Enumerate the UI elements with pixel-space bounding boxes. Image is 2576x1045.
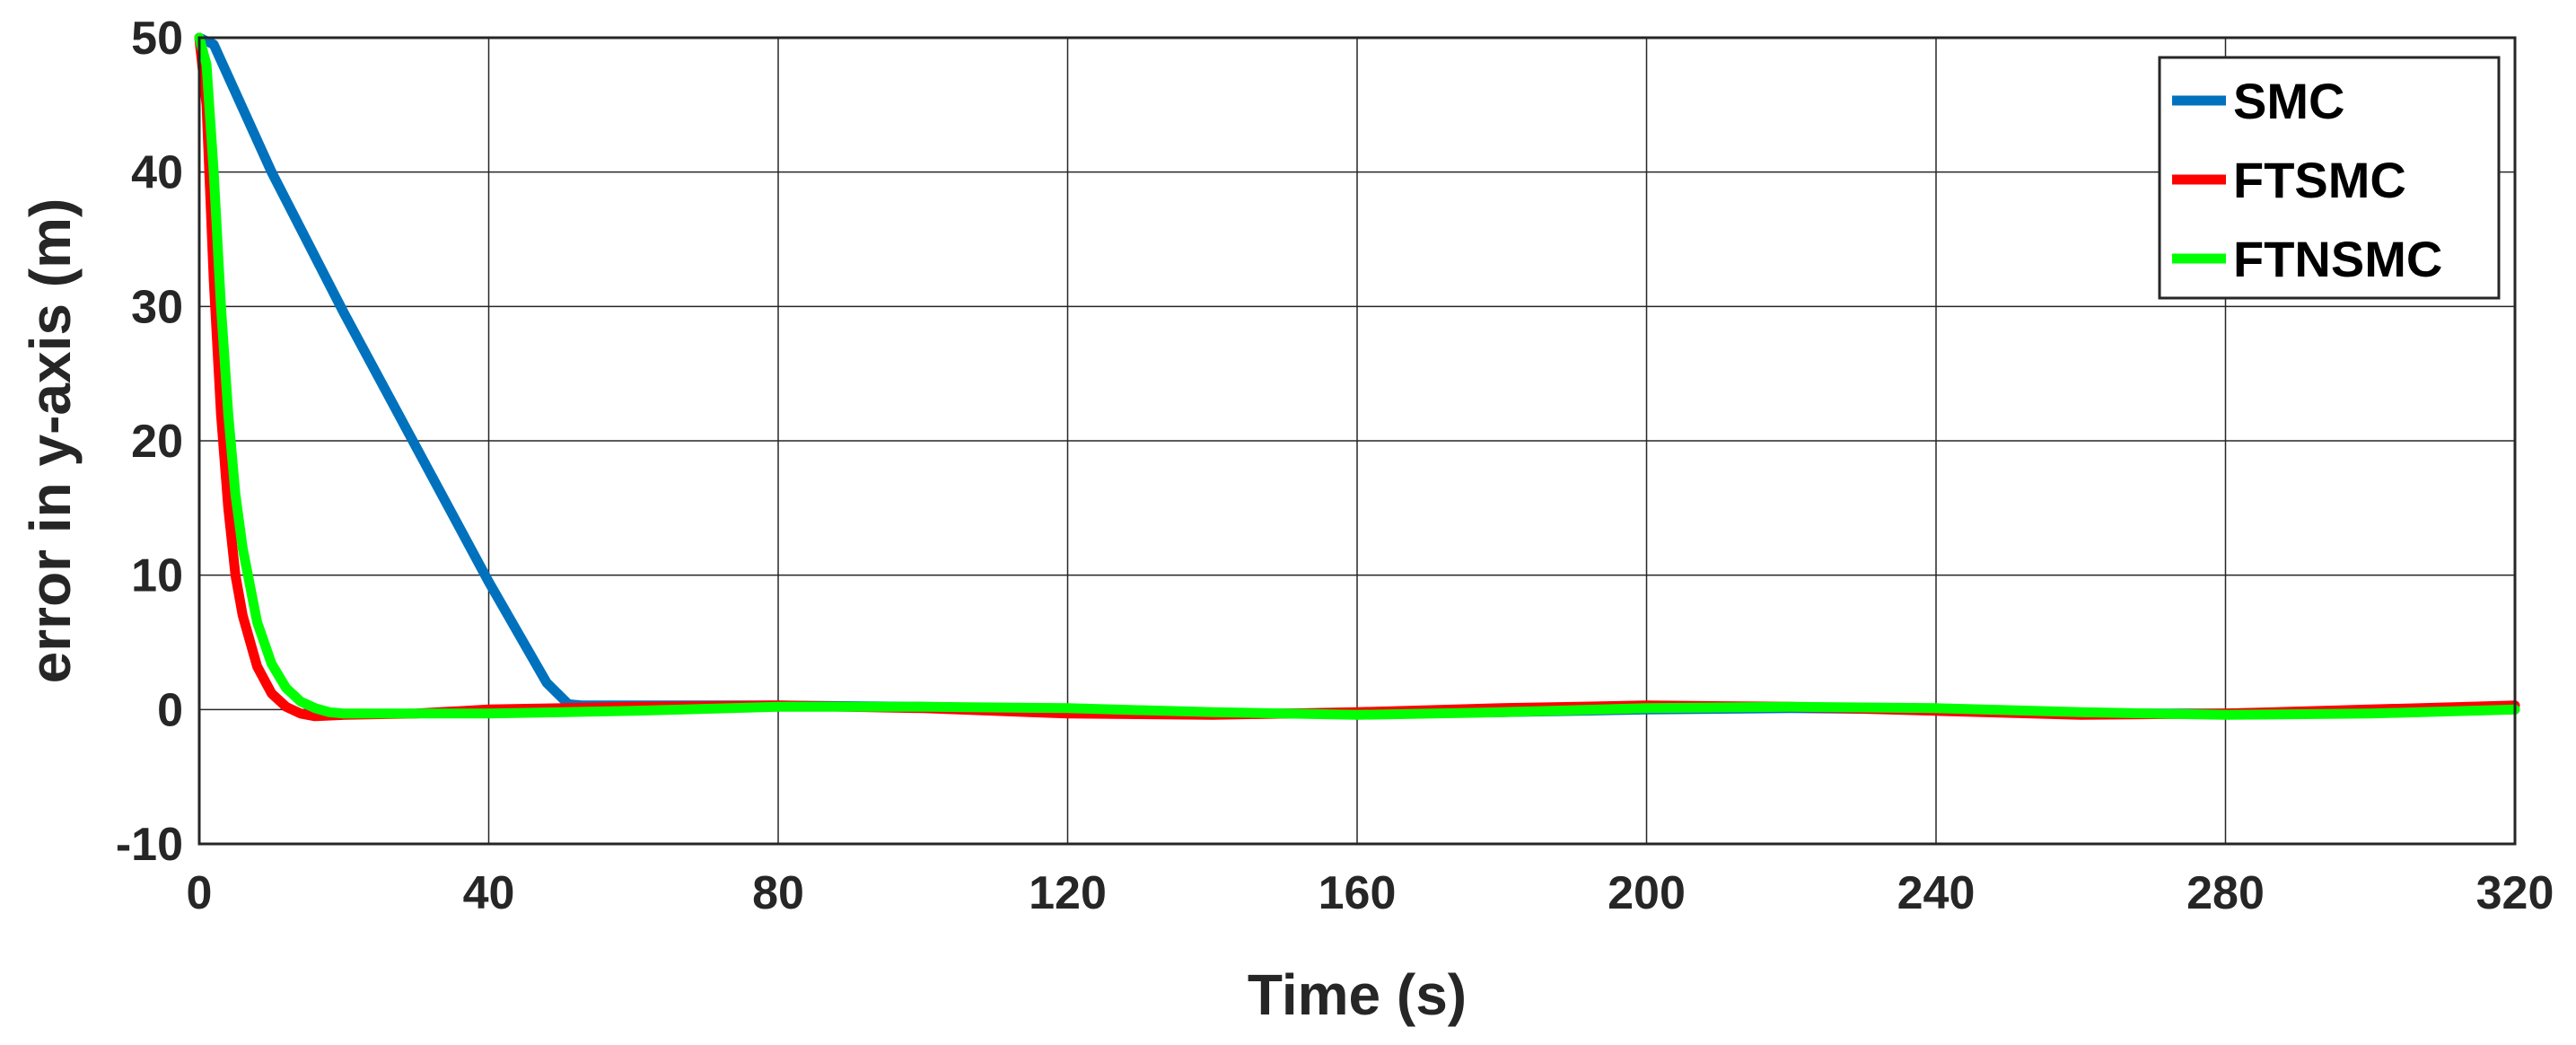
x-tick-label: 0 xyxy=(187,867,213,919)
x-tick-label: 200 xyxy=(1608,867,1686,919)
x-tick-label: 160 xyxy=(1319,867,1397,919)
x-tick-label: 120 xyxy=(1029,867,1107,919)
y-tick-labels: -10 0 10 20 30 40 50 xyxy=(116,13,183,871)
y-tick-label: 50 xyxy=(131,13,183,65)
x-tick-labels: 0 40 80 120 160 200 240 280 320 xyxy=(187,867,2554,919)
y-tick-label: 40 xyxy=(131,147,183,199)
x-tick-label: 240 xyxy=(1897,867,1976,919)
y-tick-label: -10 xyxy=(116,819,183,871)
x-tick-label: 40 xyxy=(463,867,515,919)
y-axis-label: error in y-axis (m) xyxy=(18,198,83,684)
y-tick-label: 10 xyxy=(131,550,183,602)
legend-label-ftnsmc: FTNSMC xyxy=(2233,231,2442,287)
series-lines xyxy=(194,32,2520,722)
y-tick-label: 0 xyxy=(157,684,183,736)
x-tick-label: 320 xyxy=(2476,867,2554,919)
x-tick-label: 280 xyxy=(2186,867,2265,919)
y-tick-label: 30 xyxy=(131,281,183,333)
y-tick-label: 20 xyxy=(131,416,183,468)
x-tick-label: 80 xyxy=(752,867,804,919)
legend-label-ftsmc: FTSMC xyxy=(2233,152,2406,208)
plot-frame xyxy=(197,36,2517,846)
legend-label-smc: SMC xyxy=(2233,73,2344,129)
x-axis-label: Time (s) xyxy=(1248,962,1467,1027)
legend: SMC FTSMC FTNSMC xyxy=(2158,56,2501,300)
series-line-ftnsmc xyxy=(194,32,2520,720)
